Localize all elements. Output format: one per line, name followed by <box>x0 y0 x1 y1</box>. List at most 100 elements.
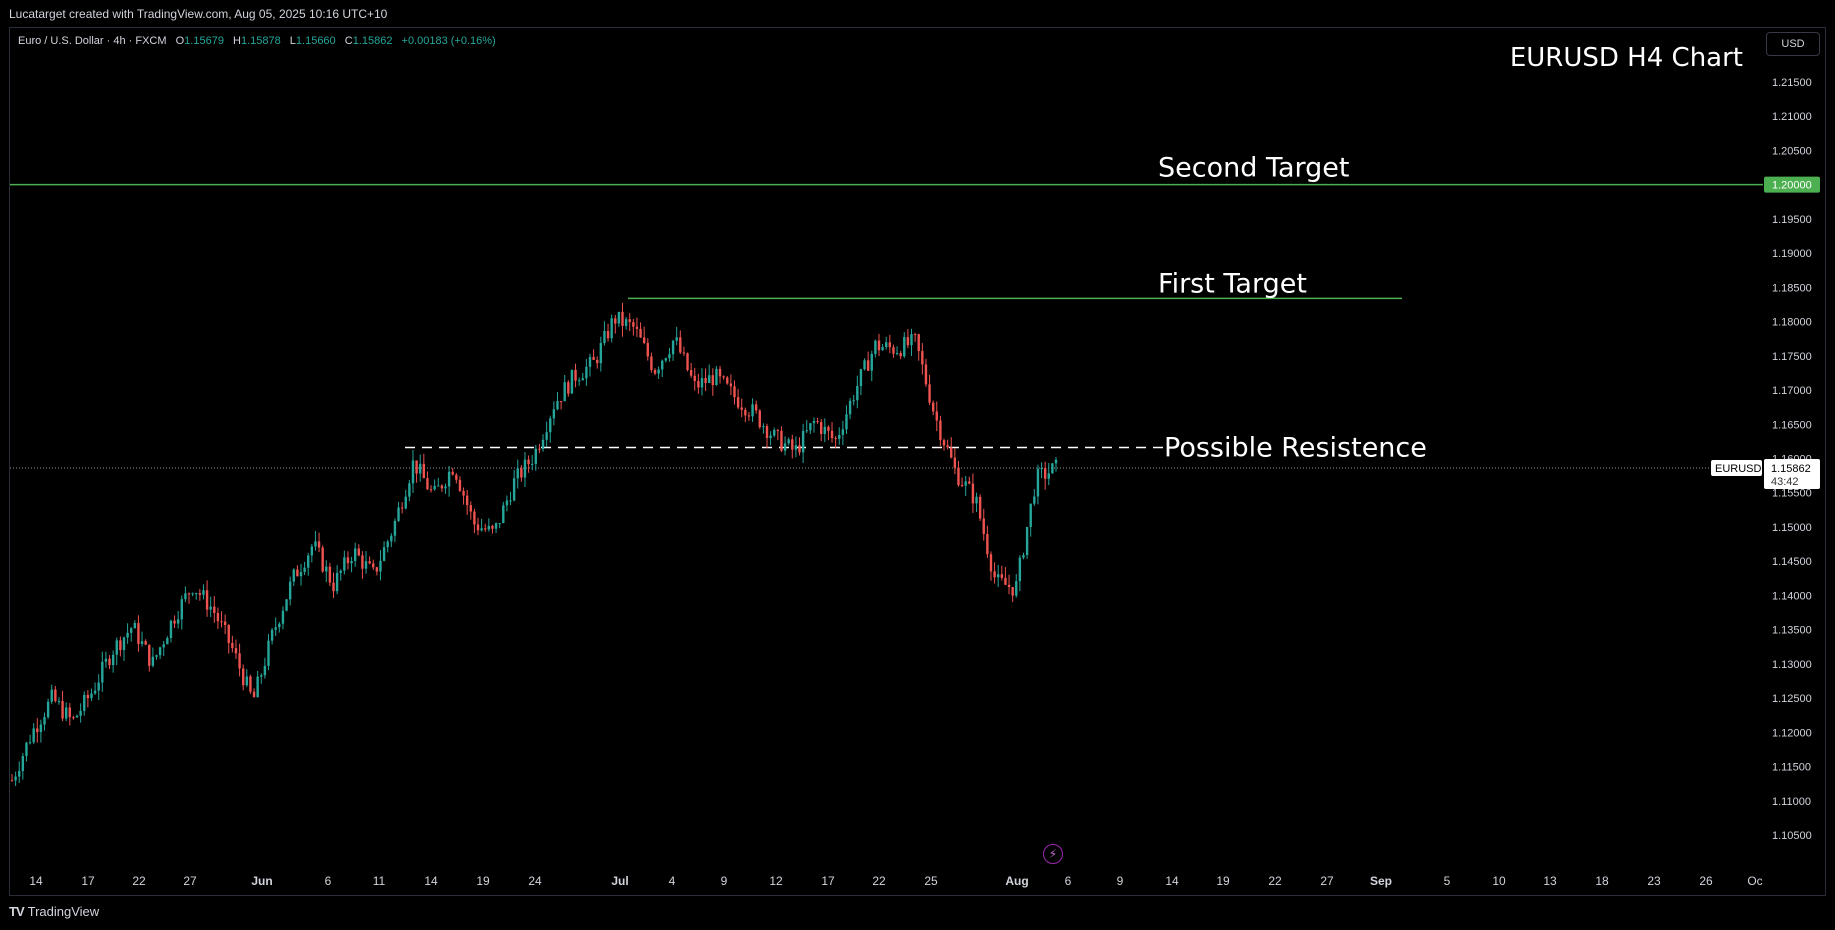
candle-body <box>913 334 917 336</box>
candle-body <box>364 561 368 569</box>
candle-body <box>346 557 350 564</box>
candle-body <box>241 668 245 686</box>
candle-body <box>708 375 711 383</box>
candle-body <box>570 369 574 394</box>
candle-body <box>606 331 610 339</box>
candle-body <box>335 572 339 592</box>
candle-body <box>126 632 129 638</box>
candle-body <box>1015 581 1018 596</box>
candle-body <box>549 418 552 433</box>
candle-body <box>744 409 747 416</box>
candle-body <box>747 415 751 417</box>
bar-countdown-text: 43:42 <box>1771 476 1799 488</box>
candle-body <box>1007 584 1011 588</box>
candle-body <box>592 356 595 360</box>
candle-body <box>249 676 252 692</box>
second-target-label: Second Target <box>1158 153 1349 184</box>
candle-body <box>520 468 523 478</box>
candle-body <box>130 628 133 633</box>
candle-body <box>231 642 234 649</box>
x-tick-label: 12 <box>769 874 783 888</box>
candle-body <box>332 582 335 592</box>
candle-body <box>310 546 314 556</box>
candle-body <box>274 627 277 630</box>
first-target-label: First Target <box>1158 268 1307 299</box>
candle-body <box>57 700 61 702</box>
candle-body <box>191 593 194 595</box>
candle-body <box>494 523 498 529</box>
candle-body <box>545 432 548 440</box>
candle-body <box>166 638 169 645</box>
candle-body <box>881 347 884 351</box>
candle-body <box>440 485 444 489</box>
candle-body <box>642 337 646 343</box>
candle-body <box>758 410 761 428</box>
currency-button[interactable]: USD <box>1766 32 1820 56</box>
candle-body <box>1025 526 1029 556</box>
symbol-badge-text: EURUSD <box>1715 463 1762 475</box>
x-tick-label: Sep <box>1370 874 1392 888</box>
footer-bar <box>0 896 1835 930</box>
candle-body <box>874 340 877 354</box>
candle-body <box>455 474 458 480</box>
candle-body <box>299 571 303 577</box>
x-tick-label: 27 <box>1320 874 1334 888</box>
candle-body <box>491 525 494 529</box>
candle-body <box>819 422 823 434</box>
candle-body <box>530 463 534 465</box>
tradingview-logo[interactable]: TV TradingView <box>9 904 99 919</box>
x-tick-label: 13 <box>1543 874 1557 888</box>
high-value: 1.15878 <box>240 35 281 47</box>
candle-body <box>234 648 238 654</box>
candle-body <box>64 707 68 719</box>
candle-body <box>447 471 451 487</box>
candle-body <box>451 471 454 475</box>
lightning-event-icon[interactable]: ⚡ <box>1043 844 1063 864</box>
candle-body <box>863 360 866 370</box>
candle-body <box>68 707 71 718</box>
candle-body <box>686 353 689 371</box>
candle-body <box>328 566 332 583</box>
candle-body <box>870 353 873 371</box>
candle-body <box>176 619 180 624</box>
candle-body <box>267 640 270 666</box>
candle-body <box>950 447 953 458</box>
candle-body <box>390 535 393 542</box>
candle-body <box>512 478 516 501</box>
candle-body <box>621 311 624 326</box>
candle-body <box>220 621 223 623</box>
candle-body <box>671 340 675 355</box>
candle-body <box>722 376 725 378</box>
candle-body <box>144 641 147 645</box>
y-tick-label: 1.20500 <box>1772 145 1812 157</box>
tradingview-logo-mark: TV <box>9 904 25 919</box>
candle-body <box>411 460 415 484</box>
candle-body <box>111 654 115 666</box>
y-tick-label: 1.18500 <box>1772 282 1812 294</box>
candle-body <box>108 658 111 666</box>
candle-body <box>1022 555 1025 558</box>
candle-body <box>1018 557 1022 582</box>
y-tick-label: 1.14000 <box>1772 590 1812 602</box>
candle-body <box>32 728 35 743</box>
candle-body <box>46 701 50 718</box>
chart-title: EURUSD H4 Chart <box>1510 43 1743 73</box>
candle-body <box>834 438 837 440</box>
candle-body <box>227 625 230 643</box>
symbol-description[interactable]: Euro / U.S. Dollar · 4h · FXCM <box>18 35 167 47</box>
candle-body <box>751 404 754 417</box>
candle-body <box>379 560 382 572</box>
candle-body <box>968 481 971 484</box>
x-tick-label: 11 <box>373 874 386 888</box>
candle-body <box>794 445 798 450</box>
candle-body <box>711 375 715 386</box>
candle-body <box>733 386 736 398</box>
candle-body <box>83 694 86 711</box>
chart-frame[interactable] <box>9 27 1826 896</box>
candle-body <box>704 378 707 383</box>
candle-body <box>805 430 808 432</box>
candle-body <box>1029 503 1032 527</box>
candle-body <box>473 511 476 525</box>
candle-body <box>223 621 227 626</box>
